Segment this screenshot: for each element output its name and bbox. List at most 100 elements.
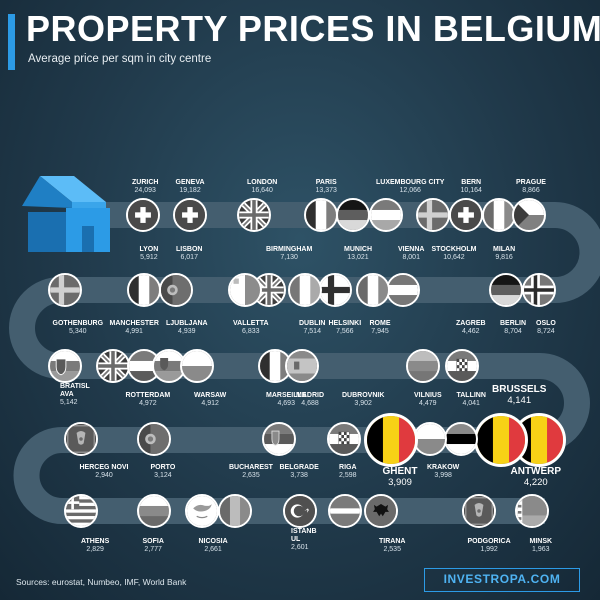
flag-marker-dubrovnik xyxy=(327,422,361,456)
flag-fr-icon xyxy=(306,200,336,230)
city-price-value: 4,991 xyxy=(125,328,143,336)
flag-it-icon xyxy=(358,275,388,305)
flag-ro-icon xyxy=(220,496,250,526)
city-name: DUBROVNIK xyxy=(342,392,385,399)
flag-no-icon xyxy=(524,275,554,305)
flag-marker-athens xyxy=(64,494,98,528)
city-label-oslo: OSLO 8,724 xyxy=(536,320,556,336)
city-name: BIRMINGHAM xyxy=(266,246,313,253)
city-label-bern: BERN 10,164 xyxy=(461,179,482,195)
flag-marker-belgrade xyxy=(262,422,296,456)
flag-cy-icon xyxy=(187,496,217,526)
city-label-nicosia: NICOSIA 2,661 xyxy=(199,538,228,554)
city-name: DUBLIN xyxy=(299,320,326,327)
city-price-value: 8,001 xyxy=(402,254,420,262)
flag-marker-vilnius xyxy=(406,349,440,383)
flag-al-icon xyxy=(366,496,396,526)
city-price-value: 7,945 xyxy=(371,328,389,336)
flag-marker-manchester xyxy=(96,349,130,383)
city-price-value: 3,738 xyxy=(290,472,308,480)
city-price-value: 12,066 xyxy=(399,187,421,195)
city-label-minsk: MINSK 1,963 xyxy=(530,538,553,554)
city-price-value: 13,021 xyxy=(347,254,369,262)
flag-marker-porto xyxy=(137,422,171,456)
city-name: HERCEG NOVI xyxy=(79,464,129,471)
city-name: MARSEILLE xyxy=(266,392,307,399)
flag-be-icon xyxy=(477,416,525,464)
flag-ee-icon xyxy=(446,424,476,454)
city-name: BERLIN xyxy=(500,320,527,327)
page-subtitle: Average price per sqm in city centre xyxy=(28,53,212,65)
flag-marker-istanbul xyxy=(283,494,317,528)
city-price-value: 4,688 xyxy=(301,400,319,408)
city-price-value: 16,640 xyxy=(251,187,273,195)
flag-gr-icon xyxy=(66,496,96,526)
city-name: ZURICH xyxy=(132,179,159,186)
flag-by-icon xyxy=(517,496,547,526)
city-price-value: 4,479 xyxy=(419,400,437,408)
city-price-value: 7,566 xyxy=(336,328,354,336)
city-price-value: 1,963 xyxy=(532,546,550,554)
brand-link[interactable]: INVESTROPA.COM xyxy=(424,568,580,592)
city-price-value: 24,093 xyxy=(134,187,156,195)
flag-si-icon xyxy=(154,351,184,381)
flag-marker-tallinn xyxy=(444,422,478,456)
flag-marker-prague xyxy=(512,198,546,232)
city-label-warsaw: WARSAW 4,912 xyxy=(194,392,226,408)
city-price-value: 8,704 xyxy=(504,328,522,336)
flag-pl-icon xyxy=(182,351,212,381)
flag-marker-warsaw xyxy=(180,349,214,383)
city-price-value: 2,940 xyxy=(95,472,113,480)
city-label-podgorica: PODGORICA 1,992 xyxy=(468,538,511,554)
page-title: PROPERTY PRICES IN BELGIUM xyxy=(26,8,600,49)
city-name: GENEVA xyxy=(175,179,205,186)
city-label-stockholm: STOCKHOLM 10,642 xyxy=(432,246,477,262)
city-label-milan: MILAN 9,816 xyxy=(493,246,515,262)
city-name: MINSK xyxy=(529,538,553,545)
city-label-vienna: VIENNA 8,001 xyxy=(398,246,424,262)
flag-lt-icon xyxy=(408,351,438,381)
city-name: PODGORICA xyxy=(467,538,511,545)
flag-me-icon xyxy=(464,496,494,526)
city-name: GOTHENBURG xyxy=(52,320,104,327)
flag-marker-ghent xyxy=(364,413,418,467)
city-label-lisbon: LISBON 6,017 xyxy=(176,246,202,262)
flag-ch-icon xyxy=(175,200,205,230)
city-name: LUXEMBOURG CITY xyxy=(376,179,445,186)
flag-marker-milan xyxy=(482,198,516,232)
city-label-brussels: BRUSSELS 4,141 xyxy=(492,384,546,406)
city-name: TIRANA xyxy=(379,538,406,545)
flag-me-icon xyxy=(66,424,96,454)
flag-marker-bratislava xyxy=(48,349,82,383)
flag-cz-icon xyxy=(514,200,544,230)
flag-marker-krakow xyxy=(413,422,447,456)
flag-pt-icon xyxy=(161,275,191,305)
city-name: MILAN xyxy=(493,246,516,253)
city-name: STOCKHOLM xyxy=(431,246,477,253)
flag-se-icon xyxy=(418,200,448,230)
city-price-value: 2,598 xyxy=(339,472,357,480)
city-price-value: 4,912 xyxy=(201,400,219,408)
city-label-tallinn: TALLINN 4,041 xyxy=(457,392,486,408)
city-label-riga: RIGA 2,598 xyxy=(339,464,357,480)
city-price-value: 13,373 xyxy=(315,187,337,195)
city-label-rotterdam: ROTTERDAM 4,972 xyxy=(126,392,171,408)
city-name: ATHENS xyxy=(81,538,110,545)
flag-marker-rome xyxy=(356,273,390,307)
city-price-value: 7,130 xyxy=(280,254,298,262)
flag-marker-geneva xyxy=(173,198,207,232)
city-name: MUNICH xyxy=(344,246,372,253)
flag-ie-icon xyxy=(290,275,320,305)
flag-fr-icon xyxy=(129,275,159,305)
city-label-luxembourg-city: LUXEMBOURG CITY 12,066 xyxy=(376,179,444,195)
flag-it-icon xyxy=(484,200,514,230)
city-label-ljubljana: LJUBLJANA 4,939 xyxy=(166,320,208,336)
flag-pt-icon xyxy=(139,424,169,454)
city-price-value: 7,514 xyxy=(303,328,321,336)
city-name: ANTWERP xyxy=(510,466,562,477)
flag-marker-paris xyxy=(304,198,338,232)
flag-marker-vienna xyxy=(386,273,420,307)
city-name: TALLINN xyxy=(456,392,486,399)
flag-sk-icon xyxy=(50,351,80,381)
city-name: BERN xyxy=(461,179,482,186)
